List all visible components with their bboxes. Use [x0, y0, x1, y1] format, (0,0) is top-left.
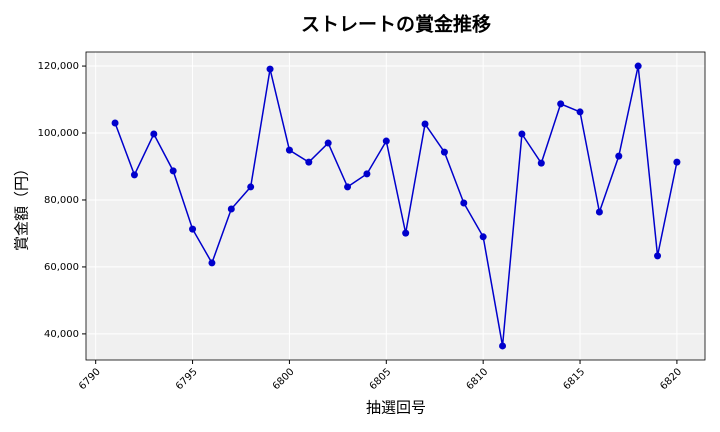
y-tick-label: 40,000 — [44, 329, 79, 340]
data-point — [402, 229, 410, 237]
data-point — [421, 120, 429, 128]
data-point — [208, 259, 216, 267]
data-point — [499, 342, 507, 350]
data-point — [615, 152, 623, 160]
data-point — [518, 130, 526, 138]
data-point — [344, 183, 352, 191]
chart-title: ストレートの賞金推移 — [301, 13, 491, 36]
plot-area — [86, 52, 705, 360]
x-tick-label: 6820 — [658, 366, 684, 392]
data-point — [150, 130, 158, 138]
data-point — [673, 158, 681, 166]
data-point — [247, 183, 255, 191]
y-tick-label: 100,000 — [38, 128, 79, 139]
data-point — [169, 167, 177, 175]
data-point — [285, 146, 293, 154]
x-tick-label: 6790 — [77, 366, 103, 392]
data-point — [557, 100, 565, 108]
data-point — [305, 158, 313, 166]
data-point — [460, 199, 468, 207]
data-point — [111, 119, 119, 127]
data-point — [130, 171, 138, 179]
x-tick-label: 6815 — [562, 366, 588, 392]
data-point — [382, 137, 390, 145]
data-point — [227, 205, 235, 213]
data-point — [189, 225, 197, 233]
y-tick-label: 120,000 — [38, 61, 79, 72]
x-axis-label: 抽選回号 — [366, 399, 426, 417]
x-tick-label: 6800 — [271, 366, 297, 392]
data-point — [363, 170, 371, 178]
data-point — [537, 159, 545, 167]
data-line — [114, 65, 678, 347]
y-tick-label: 60,000 — [44, 262, 79, 273]
y-tick-label: 80,000 — [44, 195, 79, 206]
data-point — [479, 233, 487, 241]
data-point — [324, 139, 332, 147]
data-point — [266, 65, 274, 73]
data-point — [634, 62, 642, 70]
plot-frame — [85, 51, 706, 361]
data-point — [576, 108, 584, 116]
x-tick-label: 6810 — [465, 366, 491, 392]
x-tick-label: 6795 — [174, 366, 200, 392]
data-point — [654, 252, 662, 260]
data-point — [595, 208, 603, 216]
x-tick-label: 6805 — [368, 366, 394, 392]
data-point — [440, 148, 448, 156]
y-axis-label: 賞金額（円） — [13, 161, 31, 251]
